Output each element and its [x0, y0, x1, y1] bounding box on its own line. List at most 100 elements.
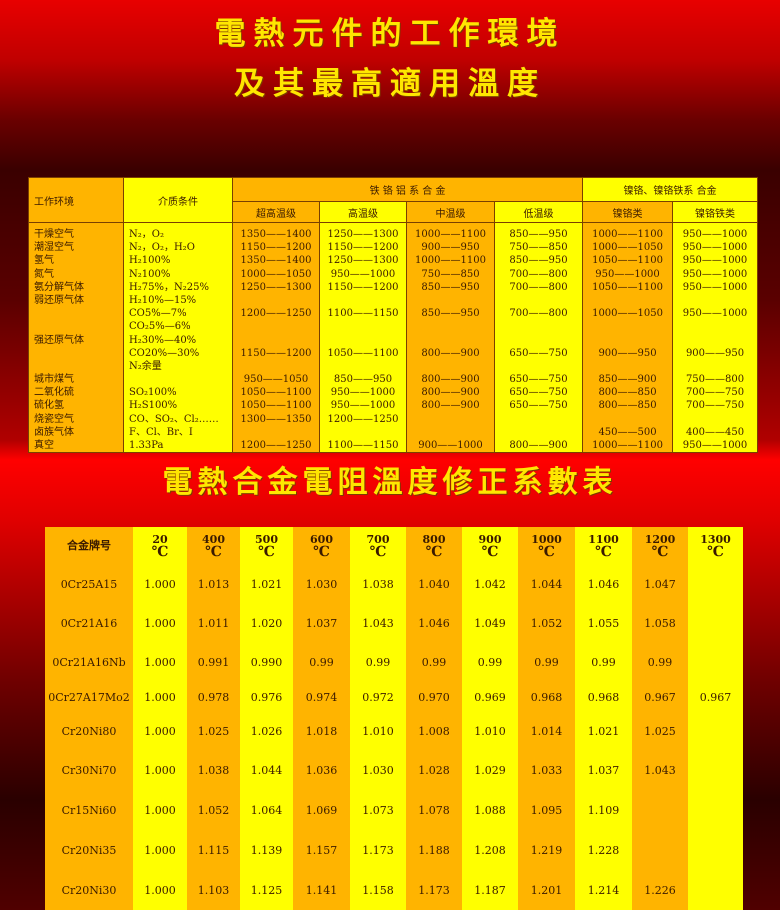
- celsius-unit: ℃: [313, 544, 330, 560]
- coefficient-cell: 0.976: [240, 681, 293, 713]
- coefficient-cell: 1.044: [240, 750, 293, 790]
- medium-condition: CO、SO₂、Cl₂……: [129, 413, 219, 425]
- coefficient-cell: 1.052: [187, 790, 240, 830]
- coefficient-cell: [688, 830, 743, 870]
- environment-name: 强还原气体: [34, 334, 84, 346]
- temperature-value: 800: [422, 533, 446, 546]
- coefficient-cell: 1.226: [632, 870, 688, 910]
- header-temperature-1300: 1300 ℃: [688, 527, 743, 565]
- celsius-unit: ℃: [707, 544, 724, 560]
- coefficient-cell: 1.000: [133, 870, 187, 910]
- coefficient-cell: 1.038: [350, 565, 406, 603]
- coefficient-cell: 1.018: [293, 713, 350, 750]
- temperature-range: 800——900: [509, 440, 568, 451]
- coefficient-cell: 0.99: [632, 643, 688, 681]
- temperature-range: 1350——1400: [240, 229, 312, 240]
- temperature-value: 1000: [531, 533, 562, 546]
- temperature-range: 1000——1050: [592, 308, 663, 320]
- coefficient-cell: 1.173: [350, 830, 406, 870]
- temperature-range: 1050——1100: [592, 281, 663, 293]
- temperature-range: [495, 320, 582, 333]
- environment-name: [34, 360, 123, 373]
- temperature-range: 650——750: [509, 387, 568, 399]
- coefficient-cell: 1.011: [187, 603, 240, 643]
- header-temperature-20: 20 ℃: [133, 527, 187, 565]
- temperature-range: 1250——1300: [327, 229, 399, 240]
- coefficient-cell: 1.214: [575, 870, 632, 910]
- coefficient-cell: 1.139: [240, 830, 293, 870]
- temperature-range: 1000——1100: [415, 229, 486, 240]
- coefficient-cell: 1.000: [133, 713, 187, 750]
- subheader-1: 高温级: [319, 201, 407, 223]
- coefficient-cell: 1.037: [293, 603, 350, 643]
- temperature-range: [673, 294, 757, 307]
- coefficient-cell: 1.078: [406, 790, 462, 830]
- temperature-range: [583, 294, 672, 307]
- coefficient-cell: 1.046: [575, 565, 632, 603]
- coefficient-cell: 0.974: [293, 681, 350, 713]
- alloy-name: Cr20Ni80: [45, 713, 133, 750]
- title-line-2: 及其最高適用溫度: [234, 66, 546, 102]
- alloy-name: Cr30Ni70: [45, 750, 133, 790]
- coefficient-cell: 1.042: [462, 565, 518, 603]
- coefficient-cell: 1.025: [632, 713, 688, 750]
- coefficient-cell: [688, 870, 743, 910]
- coefficient-cell: [632, 790, 688, 830]
- coefficient-cell: 1.030: [293, 565, 350, 603]
- temperature-range: 800——900: [421, 387, 480, 399]
- temperature-range: 1100——1150: [327, 440, 399, 451]
- celsius-unit: ℃: [425, 544, 443, 560]
- coefficient-cell: 1.020: [240, 603, 293, 643]
- table-row: 0Cr27A17Mo2 1.000 0.978 0.976 0.974 0.972 0.97…: [45, 681, 743, 713]
- environment-name: 氮气: [34, 268, 54, 280]
- coefficient-cell: 0.99: [350, 643, 406, 681]
- coefficient-cell: 0.99: [293, 643, 350, 681]
- temperature-range: [233, 360, 319, 373]
- coefficient-cell: 1.025: [187, 713, 240, 750]
- coefficient-cell: 1.026: [240, 713, 293, 750]
- header-alloy: 合金牌号: [45, 527, 133, 565]
- temperature-range: 950——1000: [682, 308, 748, 320]
- coefficient-cell: 1.158: [350, 870, 406, 910]
- coefficient-cell: 1.000: [133, 830, 187, 870]
- coefficient-cell: 1.013: [187, 565, 240, 603]
- temperature-range: 750——850: [421, 268, 480, 280]
- coefficient-cell: 1.173: [406, 870, 462, 910]
- coefficient-cell: 1.052: [518, 603, 575, 643]
- coefficient-cell: 1.000: [133, 603, 187, 643]
- table-row: 0Cr21A16Nb 1.000 0.991 0.990 0.99 0.99 0.99 0.9…: [45, 643, 743, 681]
- temperature-range: 900——950: [685, 347, 745, 359]
- temperature-range: 950——1000: [330, 387, 396, 399]
- temperature-range: 1000——1050: [592, 242, 663, 254]
- temperature-range: 750——800: [685, 374, 745, 386]
- table-row: Cr30Ni70 1.000 1.038 1.044 1.036 1.030 1.028 1.…: [45, 750, 743, 790]
- subheader-5: 镍铬铁类: [672, 201, 759, 223]
- resistance-temperature-coefficient-table: 合金牌号 20 ℃ 400 ℃ 500 ℃ 600 ℃ 700 ℃ 800 ℃ 900 ℃ 1000 ℃ 1100…: [45, 527, 743, 910]
- coefficient-cell: 0.967: [632, 681, 688, 713]
- coefficient-cell: 1.157: [293, 830, 350, 870]
- table-row: Cr20Ni35 1.000 1.115 1.139 1.157 1.173 1.188 1.…: [45, 830, 743, 870]
- temperature-range: 900——950: [421, 242, 480, 254]
- temperature-range: [673, 334, 757, 347]
- subheader-2: 中温级: [406, 201, 495, 223]
- coefficient-cell: 1.073: [350, 790, 406, 830]
- medium-condition: N₂，O₂，H₂O: [129, 242, 195, 254]
- coefficient-cell: 1.000: [133, 565, 187, 603]
- coefficient-cell: 1.103: [187, 870, 240, 910]
- medium-condition: CO20%—30%: [129, 347, 200, 359]
- header-temperature-1200: 1200 ℃: [632, 527, 688, 565]
- temperature-range: 1100——1150: [327, 308, 399, 320]
- environment-name: 烧瓷空气: [34, 413, 74, 425]
- medium-condition: [129, 373, 232, 386]
- temperature-range: 400——450: [685, 426, 745, 438]
- temperature-range: [673, 413, 757, 426]
- temperature-range: 950——1000: [682, 255, 748, 267]
- environment-name: 城市煤气: [34, 374, 74, 386]
- coefficient-cell: 1.201: [518, 870, 575, 910]
- coefficient-cell: 1.014: [518, 713, 575, 750]
- temperature-column-1: 1250——1300 1150——1200 1250——1300 950——1000 1…: [319, 221, 407, 454]
- temperature-range: 900——1000: [418, 440, 483, 451]
- header-temperature-900: 900 ℃: [462, 527, 518, 565]
- table-row: Cr15Ni60 1.000 1.052 1.064 1.069 1.073 1.078 1.…: [45, 790, 743, 830]
- temperature-range: [495, 360, 582, 373]
